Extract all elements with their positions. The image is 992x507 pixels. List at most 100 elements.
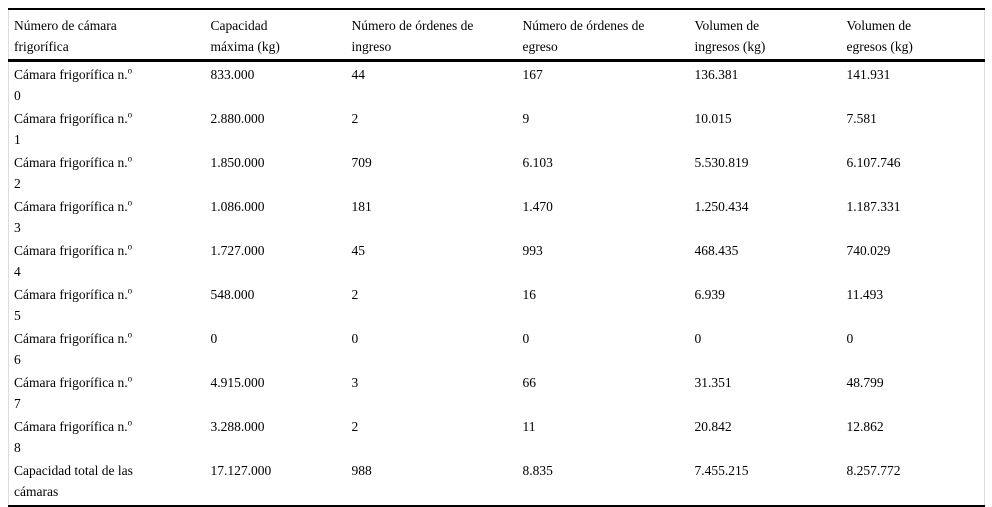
cell-volumen-ingresos: 1.250.434 [694, 199, 749, 214]
row-label: Cámara frigorífica n.o 7 [9, 370, 206, 414]
header-line: frigorífica [14, 39, 69, 54]
row-label-main: Cámara frigorífica n. [14, 111, 128, 126]
cell-volumen-egresos: 8.257.772 [846, 463, 901, 478]
cell-ordenes-egreso: 1.470 [522, 199, 553, 214]
cell-volumen-ingresos: 5.530.819 [694, 155, 749, 170]
row-label: Cámara frigorífica n.o 0 [9, 61, 206, 107]
row-label-main: Cámara frigorífica n. [14, 331, 128, 346]
row-label-main: Cámara frigorífica n. [14, 419, 128, 434]
row-label-number: 2 [14, 176, 21, 191]
ordinal-superscript: o [127, 197, 133, 208]
cell-volumen-ingresos: 31.351 [694, 375, 732, 390]
cell-volumen-egresos: 6.107.746 [846, 155, 901, 170]
header-line: Volumen de [694, 18, 760, 33]
table-row-camara-8: Cámara frigorífica n.o 8 3.288.000 2 11 … [9, 414, 985, 458]
table-row-camara-6: Cámara frigorífica n.o 6 0 0 0 0 0 [9, 326, 985, 370]
table-header: Número de cámara frigorífica Capacidad m… [8, 9, 985, 62]
ordinal-superscript: o [127, 241, 133, 252]
ordinal-superscript: o [127, 285, 133, 296]
header-line: máxima (kg) [210, 39, 280, 54]
cell-ordenes-egreso: 66 [522, 375, 537, 390]
cold-storage-chambers-table: Número de cámara frigorífica Capacidad m… [8, 8, 985, 507]
ordinal-superscript: o [127, 153, 133, 164]
table-row-camara-0: Cámara frigorífica n.o 0 833.000 44 167 … [9, 61, 985, 107]
row-label-main: Cámara frigorífica n. [14, 199, 128, 214]
row-label-number: 5 [14, 308, 21, 323]
ordinal-superscript: o [127, 109, 133, 120]
cell-volumen-ingresos: 10.015 [694, 111, 732, 126]
ordinal-superscript: o [127, 329, 133, 340]
cell-capacidad: 2.880.000 [210, 111, 265, 126]
cell-ordenes-egreso: 167 [522, 67, 543, 82]
cell-ordenes-ingreso: 2 [351, 419, 359, 434]
row-label-main: Cámara frigorífica n. [14, 375, 128, 390]
header-cell-ordenes-egreso: Número de órdenes de egreso [517, 9, 690, 62]
header-cell-capacidad: Capacidad máxima (kg) [205, 9, 347, 62]
cell-volumen-egresos: 7.581 [846, 111, 877, 126]
cell-ordenes-ingreso: 181 [351, 199, 372, 214]
cell-ordenes-ingreso: 3 [351, 375, 359, 390]
header-line: egreso [522, 39, 558, 54]
cell-capacidad: 1.086.000 [210, 199, 265, 214]
table-row-camara-7: Cámara frigorífica n.o 7 4.915.000 3 66 … [9, 370, 985, 414]
row-label-number: 4 [14, 264, 21, 279]
cell-capacidad: 4.915.000 [210, 375, 265, 390]
cell-capacidad: 3.288.000 [210, 419, 265, 434]
table-row-camara-2: Cámara frigorífica n.o 2 1.850.000 709 6… [9, 150, 985, 194]
row-label: Cámara frigorífica n.o 8 [9, 414, 206, 458]
table-row-camara-3: Cámara frigorífica n.o 3 1.086.000 181 1… [9, 194, 985, 238]
row-label: Cámara frigorífica n.o 6 [9, 326, 206, 370]
header-cell-ordenes-ingreso: Número de órdenes de ingreso [346, 9, 518, 62]
table-row-camara-5: Cámara frigorífica n.o 5 548.000 2 16 6.… [9, 282, 985, 326]
row-label: Cámara frigorífica n.o 1 [9, 106, 206, 150]
row-label: Cámara frigorífica n.o 4 [9, 238, 206, 282]
cell-ordenes-ingreso: 988 [351, 463, 372, 478]
ordinal-superscript: o [127, 417, 133, 428]
header-cell-volumen-egresos: Volumen de egresos (kg) [841, 9, 985, 62]
header-line: Número de órdenes de [351, 18, 474, 33]
cell-volumen-egresos: 48.799 [846, 375, 884, 390]
row-label: Cámara frigorífica n.o 3 [9, 194, 206, 238]
row-label: Capacidad total de las cámaras [9, 458, 206, 506]
cell-volumen-ingresos: 20.842 [694, 419, 732, 434]
ordinal-superscript: o [127, 65, 133, 76]
cell-volumen-egresos: 11.493 [846, 287, 884, 302]
cell-capacidad: 1.727.000 [210, 243, 265, 258]
cell-capacidad: 17.127.000 [210, 463, 272, 478]
cell-ordenes-egreso: 993 [522, 243, 543, 258]
header-line: Capacidad [210, 18, 268, 33]
table-body: Cámara frigorífica n.o 0 833.000 44 167 … [9, 61, 985, 507]
cell-capacidad: 0 [210, 331, 218, 346]
cell-volumen-egresos: 0 [846, 331, 854, 346]
header-line: Número de cámara [14, 18, 117, 33]
row-label-main: Cámara frigorífica n. [14, 67, 128, 82]
header-cell-volumen-ingresos: Volumen de ingresos (kg) [689, 9, 842, 62]
cell-ordenes-egreso: 9 [522, 111, 530, 126]
cell-volumen-ingresos: 7.455.215 [694, 463, 749, 478]
table-row-total: Capacidad total de las cámaras 17.127.00… [9, 458, 985, 506]
cell-volumen-egresos: 12.862 [846, 419, 884, 434]
header-line: egresos (kg) [846, 39, 913, 54]
cell-ordenes-egreso: 16 [522, 287, 537, 302]
cell-ordenes-egreso: 0 [522, 331, 530, 346]
cell-ordenes-egreso: 6.103 [522, 155, 553, 170]
row-label-number: 7 [14, 396, 21, 411]
cell-volumen-egresos: 740.029 [846, 243, 891, 258]
row-label-number: 3 [14, 220, 21, 235]
header-line: Volumen de [846, 18, 912, 33]
row-label-number: 8 [14, 440, 21, 455]
ordinal-superscript: o [127, 373, 133, 384]
cell-volumen-egresos: 141.931 [846, 67, 891, 82]
cell-ordenes-egreso: 11 [522, 419, 536, 434]
table-row-camara-4: Cámara frigorífica n.o 4 1.727.000 45 99… [9, 238, 985, 282]
row-label-main: Cámara frigorífica n. [14, 155, 128, 170]
row-label: Cámara frigorífica n.o 2 [9, 150, 206, 194]
row-label-main: Cámara frigorífica n. [14, 287, 128, 302]
cell-volumen-ingresos: 0 [694, 331, 702, 346]
row-label-main: Capacidad total de las [14, 463, 133, 478]
cell-ordenes-ingreso: 2 [351, 111, 359, 126]
cell-volumen-egresos: 1.187.331 [846, 199, 901, 214]
header-cell-camara: Número de cámara frigorífica [8, 9, 206, 62]
table-row-camara-1: Cámara frigorífica n.o 1 2.880.000 2 9 1… [9, 106, 985, 150]
cell-capacidad: 833.000 [210, 67, 255, 82]
